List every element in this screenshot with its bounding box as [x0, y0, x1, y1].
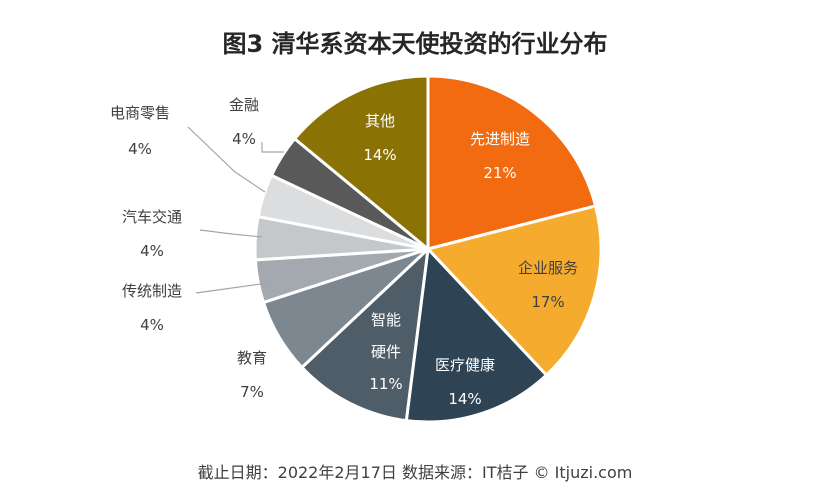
slice-1-category-label: 先进制造: [470, 130, 530, 148]
slice-1-wedge: [426, 74, 598, 251]
slice-3-value-label: 14%: [448, 390, 481, 408]
pie-slices: [253, 74, 603, 424]
slice-8-category-label: 电商零售: [110, 104, 170, 122]
slice-2-value-label: 17%: [531, 293, 564, 311]
slice-2-category-label: 企业服务: [518, 259, 578, 277]
slice-6-value-label: 4%: [140, 316, 164, 334]
slice-3-wedge: [404, 247, 548, 424]
slice-10-category-label: 其他: [365, 112, 395, 130]
slice-5-category-label: 教育: [237, 349, 267, 367]
slice-10-value-label: 14%: [363, 146, 396, 164]
slice-4-wedge: [300, 247, 430, 423]
slice-5-value-label: 7%: [240, 383, 264, 401]
leader-lines: [187, 126, 284, 294]
slice-9-value-label: 4%: [232, 130, 256, 148]
slice-8-leader-line: [187, 126, 266, 193]
slice-3-category-label: 医疗健康: [435, 356, 495, 374]
slice-4-value-label: 11%: [369, 375, 402, 393]
slice-6-category-label: 传统制造: [122, 282, 182, 300]
slice-8-value-label: 4%: [128, 140, 152, 158]
chart-title: 图3 清华系资本天使投资的行业分布: [222, 30, 607, 58]
slice-4-label-line1: 智能: [371, 311, 401, 329]
slice-4-label-line2: 硬件: [371, 343, 401, 361]
slice-6-leader-line: [195, 282, 269, 294]
slice-10-wedge: [293, 74, 430, 251]
slice-9-leader-line: [261, 142, 284, 153]
slice-2-wedge: [426, 204, 603, 377]
slice-7-leader-line: [199, 229, 263, 238]
slice-9-category-label: 金融: [229, 96, 259, 114]
slice-7-category-label: 汽车交通: [122, 208, 182, 226]
slice-1-value-label: 21%: [483, 164, 516, 182]
footer-source: 截止日期：2022年2月17日 数据来源：IT桔子 © Itjuzi.com: [198, 463, 633, 482]
slice-7-value-label: 4%: [140, 242, 164, 260]
